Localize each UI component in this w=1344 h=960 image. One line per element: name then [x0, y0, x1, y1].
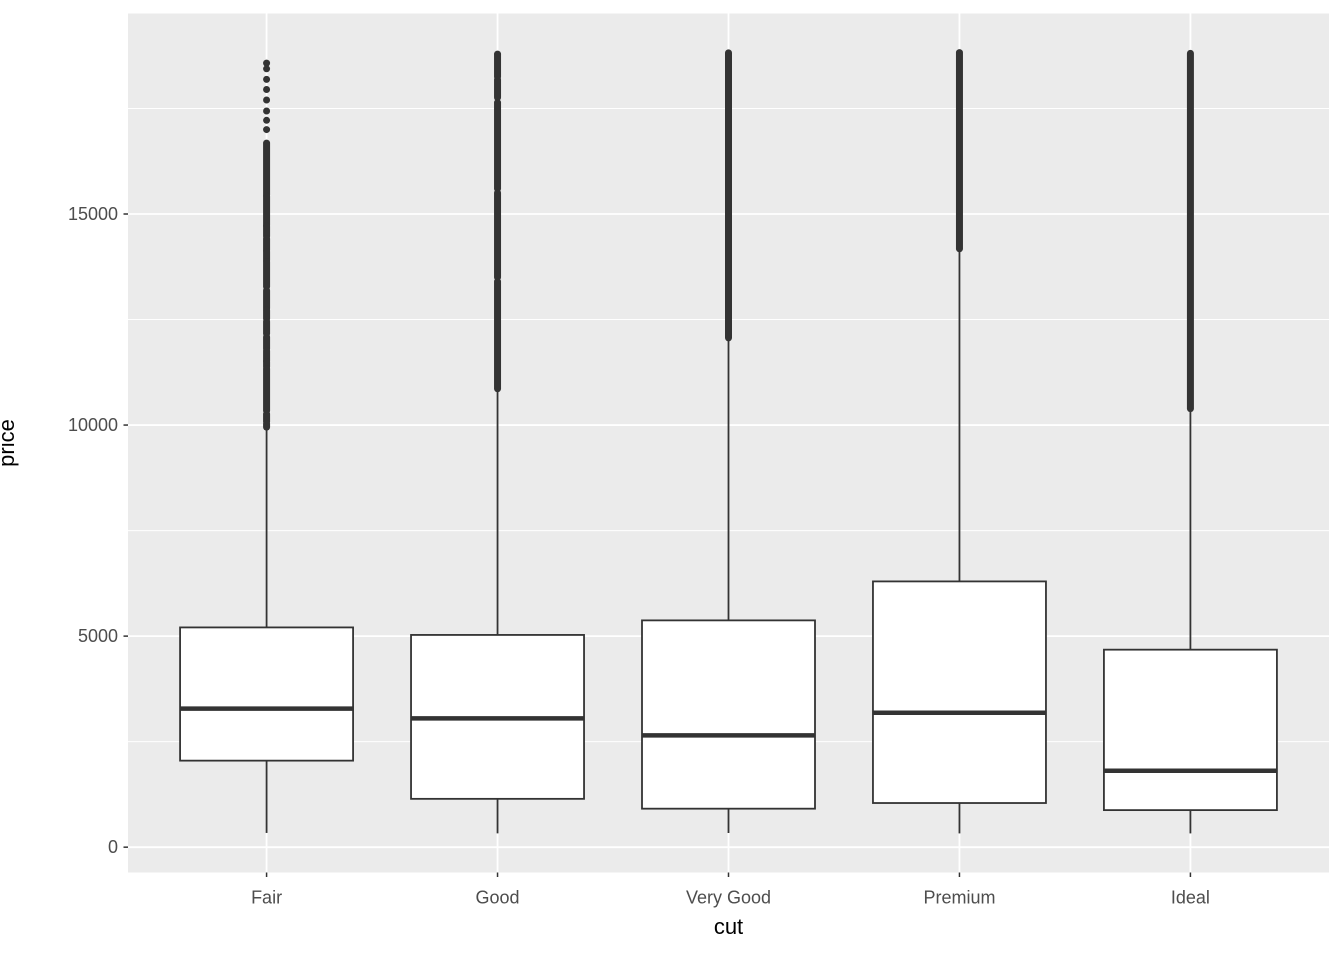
- outlier-segment: [494, 99, 502, 193]
- outlier-segment: [263, 420, 271, 431]
- box-iqr: [1103, 648, 1278, 812]
- x-axis-title: cut: [713, 914, 744, 939]
- x-tick-label: Good: [476, 888, 520, 908]
- outlier-segment: [263, 306, 271, 323]
- x-tick-label: Very Good: [686, 888, 771, 908]
- outlier-point: [263, 107, 271, 115]
- outlier-segment: [263, 192, 271, 229]
- outlier-segment: [494, 278, 502, 393]
- outlier-segment: [1186, 49, 1194, 413]
- x-tick-label: Fair: [251, 888, 282, 908]
- outlier-point: [263, 75, 271, 83]
- outlier-point: [263, 85, 271, 93]
- outlier-segment: [494, 189, 502, 281]
- box-iqr: [641, 619, 816, 810]
- outlier-segment: [494, 76, 502, 102]
- outlier-segment: [725, 49, 732, 342]
- outlier-segment: [955, 49, 963, 253]
- y-tick-label: 0: [108, 837, 118, 857]
- box-iqr: [872, 580, 1047, 804]
- y-tick-label: 5000: [78, 626, 118, 646]
- outlier-point: [263, 59, 271, 67]
- outlier-segment: [263, 364, 271, 415]
- outlier-point: [263, 126, 271, 134]
- outlier-segment: [263, 318, 271, 338]
- outlier-segment: [263, 286, 271, 313]
- outlier-point: [263, 65, 271, 73]
- x-tick-label: Premium: [923, 888, 995, 908]
- outlier-point: [263, 116, 271, 124]
- outlier-segment: [263, 139, 271, 199]
- outlier-segment: [263, 257, 271, 291]
- box-iqr: [179, 626, 354, 762]
- outlier-point: [263, 96, 271, 104]
- y-tick-label: 10000: [68, 415, 118, 435]
- outlier-segment: [263, 333, 271, 353]
- y-tick-label: 15000: [68, 204, 118, 224]
- outlier-segment: [494, 50, 502, 81]
- x-tick-label: Ideal: [1171, 888, 1210, 908]
